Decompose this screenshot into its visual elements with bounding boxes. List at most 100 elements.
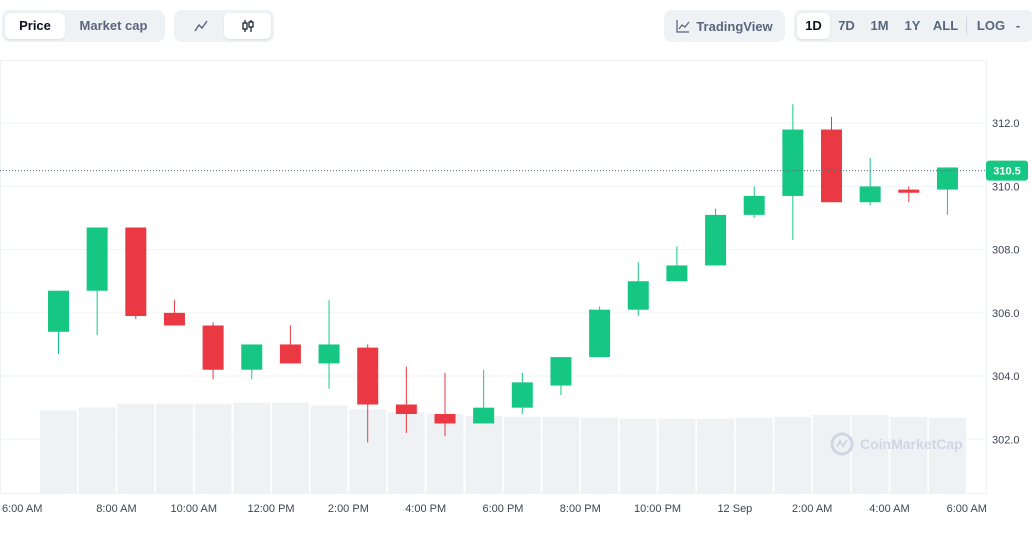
candle — [202, 322, 224, 380]
tab-price[interactable]: Price — [5, 13, 65, 39]
more-options-button[interactable]: - — [1015, 18, 1021, 33]
volume-bar — [271, 402, 309, 493]
candle — [48, 290, 69, 354]
candle-body — [666, 265, 688, 282]
tab-market-cap[interactable]: Market cap — [79, 18, 148, 33]
x-tick-label: 12:00 PM — [248, 503, 295, 515]
volume-bar — [928, 417, 966, 493]
candle-body — [86, 227, 108, 291]
volume-bar — [233, 402, 271, 493]
candle — [821, 116, 842, 203]
volume-bar — [735, 417, 773, 493]
candle-body — [202, 325, 224, 370]
candle-body — [357, 347, 379, 405]
candle — [666, 246, 688, 282]
candlestick-toggle[interactable] — [224, 13, 271, 39]
volume-bars — [40, 402, 966, 493]
range-1d[interactable]: 1D — [797, 13, 830, 39]
tradingview-label: TradingView — [696, 18, 773, 34]
volume-bar — [155, 403, 193, 493]
candle — [705, 208, 727, 266]
candle — [163, 300, 185, 326]
volume-bar — [117, 403, 155, 493]
candle — [279, 325, 301, 364]
candle-body — [318, 344, 340, 364]
candle-body — [550, 357, 572, 386]
x-tick-label: 6:00 AM — [2, 503, 42, 515]
current-price-label: 310.5 — [993, 166, 1021, 178]
x-tick-label: 4:00 PM — [405, 503, 446, 515]
candle — [782, 104, 804, 241]
tradingview-button[interactable]: TradingView — [664, 10, 785, 42]
x-tick-label: 2:00 PM — [328, 503, 369, 515]
range-1y[interactable]: 1Y — [904, 18, 921, 33]
y-tick-label: 302.0 — [992, 434, 1020, 446]
candle-body — [782, 129, 804, 196]
plot-border — [0, 60, 987, 494]
watermark: CoinMarketCap — [830, 432, 963, 456]
candle — [511, 372, 533, 414]
volume-bar — [619, 418, 657, 493]
volume-bar — [774, 416, 812, 493]
y-tick-label: 310.0 — [992, 181, 1020, 193]
candlestick-icon — [241, 20, 254, 32]
candle-body — [395, 404, 417, 414]
candle — [550, 357, 572, 396]
candle — [434, 372, 456, 437]
candle-body — [241, 344, 263, 370]
candle — [627, 262, 649, 317]
volume-bar — [890, 416, 928, 493]
line-chart-icon — [193, 20, 208, 32]
y-tick-label: 308.0 — [992, 245, 1020, 257]
candle — [589, 306, 611, 358]
candle-body — [627, 281, 649, 310]
candle-body — [48, 290, 69, 332]
volume-bar — [658, 418, 696, 493]
volume-bar — [697, 418, 735, 493]
candle — [743, 186, 765, 219]
volume-bar — [310, 405, 348, 493]
range-7d[interactable]: 7D — [838, 18, 855, 33]
view-toggle-group — [174, 10, 274, 42]
candle-body — [473, 407, 495, 424]
current-price-tag — [986, 160, 1028, 181]
candle-body — [163, 312, 185, 326]
candle — [395, 366, 417, 433]
candle-body — [279, 344, 301, 364]
y-tick-label: 312.0 — [992, 118, 1020, 130]
chart-toolbar: Price Market cap TradingView 1D 7D 1M 1Y — [0, 10, 1032, 42]
time-range-tabs: 1D 7D 1M 1Y ALL LOG - — [794, 10, 1032, 42]
volume-bar — [40, 410, 77, 493]
volume-bar — [851, 414, 889, 493]
candle — [898, 186, 920, 203]
y-tick-label: 306.0 — [992, 308, 1020, 320]
candle-body — [859, 186, 881, 203]
tradingview-chart-icon — [676, 20, 690, 33]
range-all[interactable]: ALL — [932, 18, 959, 33]
x-tick-label: 12 Sep — [717, 503, 752, 515]
volume-bar — [465, 415, 503, 493]
volume-bar — [581, 417, 619, 493]
candles — [48, 104, 958, 443]
watermark-text: CoinMarketCap — [860, 436, 963, 452]
range-1m[interactable]: 1M — [870, 18, 889, 33]
y-tick-label: 304.0 — [992, 371, 1020, 383]
x-tick-label: 10:00 AM — [171, 503, 217, 515]
candle — [241, 344, 263, 380]
candle-body — [125, 227, 147, 317]
volume-bar — [503, 416, 541, 493]
x-tick-label: 6:00 AM — [947, 503, 987, 515]
candle-body — [434, 413, 456, 424]
x-tick-label: 8:00 PM — [560, 503, 601, 515]
line-chart-toggle[interactable] — [177, 13, 224, 39]
candle-body — [743, 195, 765, 215]
log-scale-button[interactable]: LOG — [976, 18, 1006, 33]
candle-body — [511, 382, 533, 408]
x-tick-label: 4:00 AM — [869, 503, 909, 515]
x-tick-label: 10:00 PM — [634, 503, 681, 515]
x-tick-label: 8:00 AM — [96, 503, 136, 515]
candle-body — [821, 129, 842, 203]
candle — [859, 157, 881, 206]
candle — [86, 227, 108, 335]
